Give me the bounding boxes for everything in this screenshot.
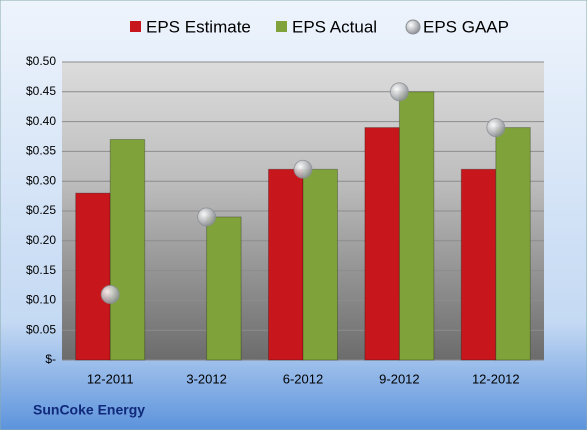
- footer: SunCoke Energy: [33, 402, 145, 418]
- bar: [268, 168, 304, 361]
- y-tick-label: $0.35: [26, 144, 56, 158]
- y-tick-label: $0.20: [26, 233, 56, 247]
- x-tick-label: 12-2011: [87, 371, 134, 386]
- legend-swatch: [130, 21, 141, 32]
- bar: [398, 91, 435, 361]
- bar: [460, 168, 497, 361]
- x-tick-label: 9-2012: [379, 371, 419, 386]
- y-tick-label: $0.30: [26, 173, 56, 187]
- legend-swatch: [405, 19, 421, 35]
- y-tick-label: $0.50: [26, 54, 56, 68]
- x-tick-label: 6-2012: [283, 371, 323, 386]
- gaap-dot: [293, 159, 313, 179]
- bar: [364, 127, 400, 361]
- bar: [206, 216, 242, 361]
- legend-label: EPS GAAP: [423, 17, 509, 36]
- bar: [302, 168, 338, 361]
- y-tick-label: $0.45: [26, 84, 56, 98]
- bar: [75, 192, 111, 361]
- y-tick-label: $0.25: [26, 203, 56, 217]
- y-tick-label: $0.40: [26, 114, 56, 128]
- gaap-dot: [486, 118, 506, 137]
- gaap-dot: [197, 207, 217, 227]
- x-tick-label: 3-2012: [186, 371, 226, 386]
- bar: [495, 127, 531, 361]
- y-tick-label: $0.15: [26, 263, 56, 277]
- legend-swatch: [276, 21, 287, 32]
- x-tick-label: 12-2012: [472, 371, 520, 386]
- legend-label: EPS Actual: [292, 17, 377, 36]
- bar: [109, 138, 146, 361]
- legend-label: EPS Estimate: [146, 17, 251, 36]
- y-tick-label: $0.10: [26, 293, 56, 307]
- gaap-dot: [389, 82, 409, 102]
- y-tick-label: $0.05: [26, 322, 56, 336]
- y-tick-label: $-: [45, 352, 56, 366]
- gaap-dot: [100, 285, 120, 304]
